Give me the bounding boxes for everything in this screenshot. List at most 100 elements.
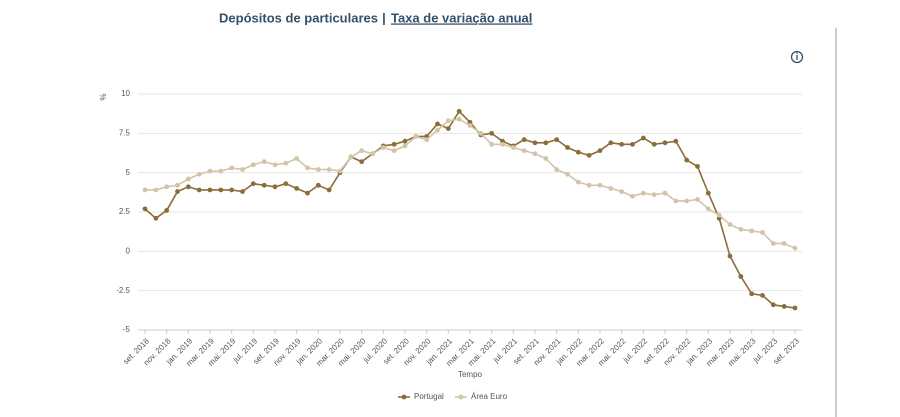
data-point (565, 171, 570, 177)
data-point (142, 187, 148, 193)
data-point (738, 274, 744, 279)
data-point (630, 141, 635, 147)
data-point (738, 226, 744, 232)
data-point (651, 192, 657, 198)
data-point (467, 123, 473, 128)
data-point (543, 156, 549, 161)
legend-marker (401, 394, 407, 400)
data-point (229, 187, 235, 193)
data-point (489, 141, 495, 147)
data-point (207, 187, 213, 193)
title-link[interactable]: Taxa de variação anual (391, 10, 532, 25)
data-point (630, 193, 635, 199)
data-point (337, 168, 343, 174)
data-point (305, 165, 310, 171)
data-point (326, 167, 332, 172)
data-point (445, 118, 451, 124)
data-point (651, 141, 657, 147)
data-point (727, 222, 733, 227)
y-tick-label: 7.5 (119, 128, 131, 137)
data-point (348, 154, 354, 160)
y-tick-label: 2.5 (119, 207, 131, 216)
data-point (240, 189, 245, 194)
data-point (391, 141, 397, 147)
y-tick-label: -5 (123, 325, 131, 334)
data-point (391, 148, 397, 154)
data-point (283, 181, 289, 187)
title-separator: | (382, 10, 386, 25)
data-point (500, 141, 505, 147)
data-point (489, 130, 495, 136)
data-point (207, 168, 213, 174)
data-point (456, 108, 462, 114)
data-point (781, 304, 787, 309)
data-point (424, 137, 430, 143)
data-point (760, 292, 765, 298)
data-point (792, 245, 798, 251)
data-point (521, 148, 527, 154)
data-point (250, 181, 256, 187)
data-point (185, 176, 191, 182)
data-point (435, 121, 440, 127)
data-point (294, 186, 300, 191)
data-point (478, 130, 484, 136)
data-point (218, 187, 224, 193)
data-point (760, 230, 765, 235)
legend-marker (458, 394, 464, 400)
data-point (142, 206, 148, 212)
data-point (250, 162, 256, 168)
data-point (575, 149, 581, 155)
data-point (272, 184, 278, 190)
series-line (144, 110, 796, 309)
data-point (153, 215, 159, 221)
x-axis-label: Tempo (458, 370, 483, 379)
data-point (770, 302, 776, 308)
data-point (164, 208, 170, 213)
y-tick-label: 5 (126, 168, 131, 177)
data-point (402, 138, 408, 144)
y-tick-label: 10 (121, 89, 130, 98)
data-point (294, 156, 300, 161)
data-point (781, 241, 787, 246)
data-point (218, 168, 224, 174)
data-point (532, 151, 538, 157)
data-point (402, 143, 408, 149)
data-point (727, 253, 733, 259)
data-point (283, 160, 289, 166)
data-point (684, 198, 690, 204)
data-point (770, 241, 776, 246)
data-point (326, 187, 332, 193)
legend-label: Portugal (414, 392, 444, 401)
data-point (240, 167, 245, 172)
data-point (261, 159, 267, 165)
data-point (196, 171, 202, 177)
data-point (575, 179, 581, 185)
data-point (673, 198, 679, 204)
data-point (185, 184, 191, 190)
data-point (619, 141, 625, 147)
data-point (695, 197, 700, 202)
data-point (445, 126, 451, 132)
data-point (662, 140, 668, 146)
data-point (705, 206, 711, 212)
legend-label: Área Euro (471, 392, 508, 401)
data-point (315, 167, 321, 172)
y-axis-label: % (99, 93, 108, 100)
data-point (370, 151, 375, 157)
data-point (597, 148, 603, 154)
data-point (792, 305, 798, 311)
data-point (608, 186, 614, 191)
data-point (716, 212, 722, 218)
data-point (662, 190, 668, 196)
data-point (597, 182, 603, 188)
data-point (359, 159, 365, 165)
data-point (565, 145, 570, 150)
data-point (640, 135, 646, 141)
data-point (749, 228, 755, 234)
data-point (261, 182, 267, 188)
data-point (586, 182, 592, 188)
data-point (380, 145, 386, 150)
info-icon[interactable] (790, 50, 804, 64)
